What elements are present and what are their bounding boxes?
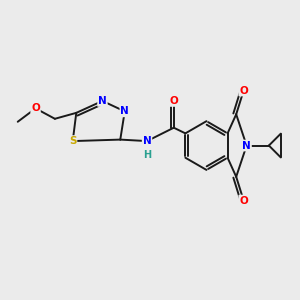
Text: O: O [169,96,178,106]
Text: S: S [69,136,76,146]
Text: O: O [239,196,248,206]
Text: N: N [98,96,107,106]
Text: O: O [31,103,40,113]
Text: N: N [120,106,129,116]
Text: N: N [143,136,152,146]
Text: O: O [239,85,248,96]
Text: N: N [242,140,251,151]
Text: H: H [143,150,151,160]
